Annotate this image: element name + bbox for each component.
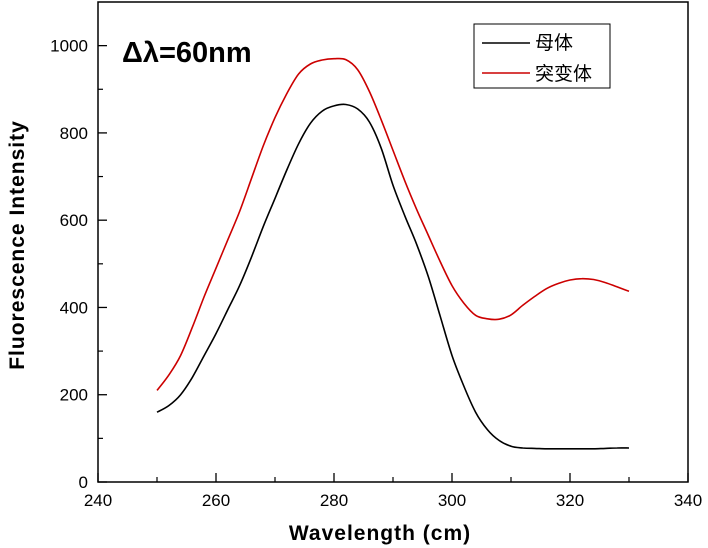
legend: 母体 突变体 — [473, 23, 611, 89]
y-tick-label: 200 — [60, 386, 88, 405]
annotation-delta-lambda: Δλ=60nm — [122, 37, 252, 69]
legend-label-mutant: 突变体 — [535, 63, 592, 85]
x-tick-label: 240 — [84, 491, 112, 510]
x-tick-label: 280 — [320, 491, 348, 510]
y-tick-label: 0 — [79, 473, 88, 492]
x-tick-label: 340 — [674, 491, 702, 510]
x-tick-label: 320 — [556, 491, 584, 510]
legend-box — [473, 23, 611, 89]
y-tick-label: 1000 — [50, 37, 88, 56]
legend-label-mother: 母体 — [535, 32, 573, 54]
series-lines — [156, 57, 630, 450]
series-line-1 — [156, 57, 630, 391]
y-tick-label: 400 — [60, 298, 88, 317]
series-line-0 — [156, 103, 630, 450]
axis-ticks — [97, 44, 689, 483]
y-tick-label: 600 — [60, 211, 88, 230]
x-tick-label: 260 — [202, 491, 230, 510]
x-tick-label: 300 — [438, 491, 466, 510]
axis-tick-labels: 240 260 280 300 320 340 0 200 400 600 800 1000 — [50, 37, 702, 510]
y-axis-title: Fluorescence Intensity — [6, 120, 29, 370]
y-tick-label: 800 — [60, 124, 88, 143]
x-axis-title: Wavelength (cm) — [289, 522, 471, 545]
